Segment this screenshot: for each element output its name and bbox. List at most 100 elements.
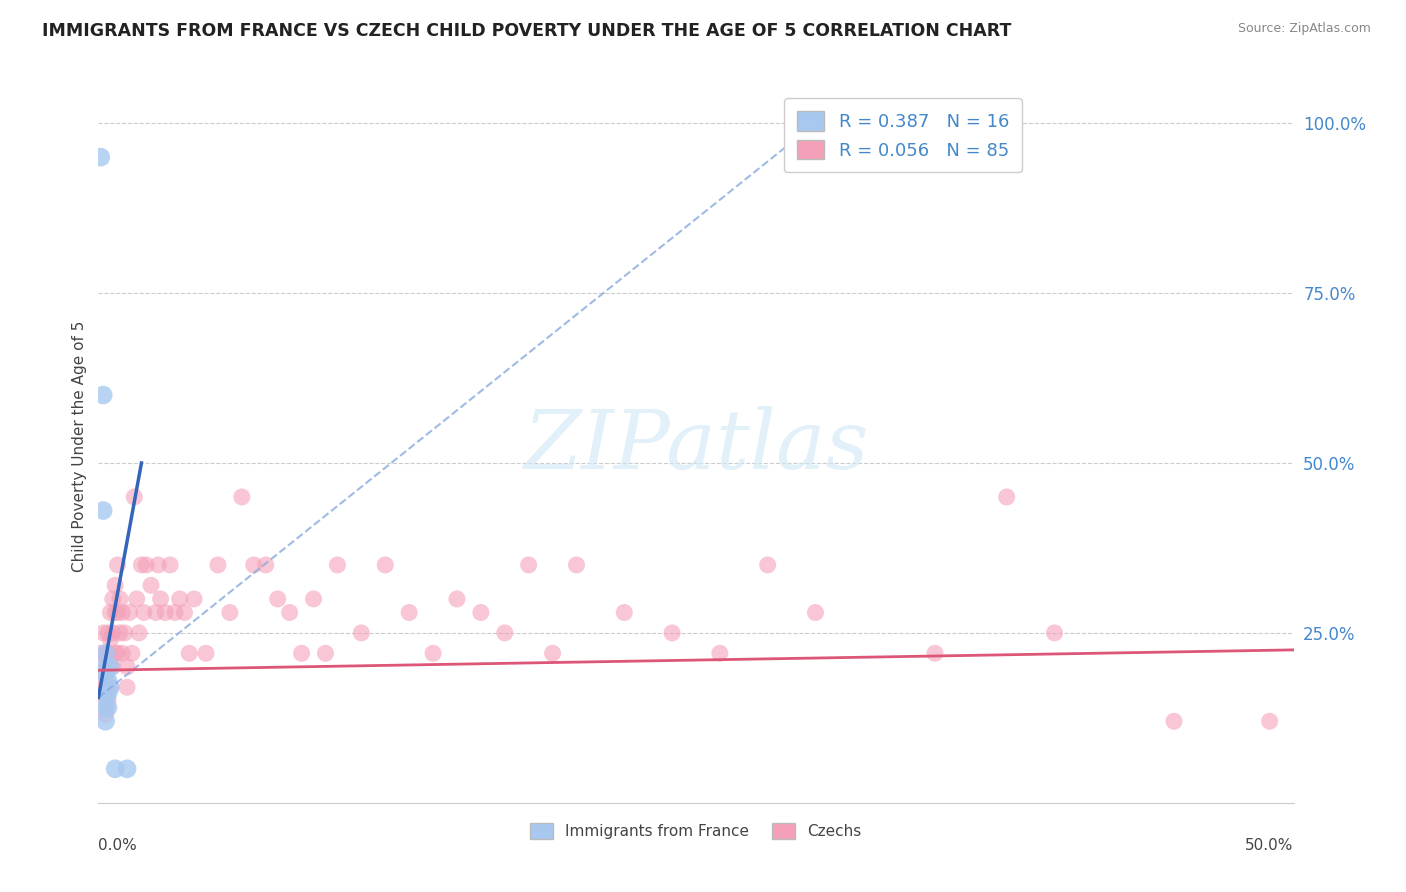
Point <box>91 660 114 674</box>
Point <box>422 646 444 660</box>
Point <box>159 558 181 572</box>
Point <box>173 606 195 620</box>
Legend: Immigrants from France, Czechs: Immigrants from France, Czechs <box>524 817 868 845</box>
Point <box>139 578 162 592</box>
Point <box>124 490 146 504</box>
Point <box>101 591 124 606</box>
Point <box>132 606 155 620</box>
Point <box>94 660 117 674</box>
Point <box>163 606 186 620</box>
Point <box>709 646 731 660</box>
Y-axis label: Child Poverty Under the Age of 5: Child Poverty Under the Age of 5 <box>72 320 87 572</box>
Point <box>231 490 253 504</box>
Point <box>107 606 129 620</box>
Point <box>94 666 117 681</box>
Point <box>101 626 124 640</box>
Point <box>565 558 588 572</box>
Point <box>1258 714 1281 729</box>
Point <box>350 626 373 640</box>
Point <box>91 673 114 688</box>
Point <box>125 591 148 606</box>
Text: IMMIGRANTS FROM FRANCE VS CZECH CHILD POVERTY UNDER THE AGE OF 5 CORRELATION CHA: IMMIGRANTS FROM FRANCE VS CZECH CHILD PO… <box>42 22 1011 40</box>
Point <box>267 591 290 606</box>
Point <box>98 606 122 620</box>
Point <box>94 680 117 694</box>
Point <box>148 558 170 572</box>
Point <box>104 762 127 776</box>
Point <box>398 606 420 620</box>
Point <box>149 591 172 606</box>
Point <box>243 558 266 572</box>
Point <box>108 626 131 640</box>
Text: 0.0%: 0.0% <box>98 838 138 854</box>
Point <box>470 606 492 620</box>
Point <box>98 680 122 694</box>
Point <box>169 591 191 606</box>
Point <box>107 646 129 660</box>
Point <box>108 591 131 606</box>
Point <box>94 646 117 660</box>
Point <box>97 646 120 660</box>
Point <box>94 687 117 701</box>
Point <box>661 626 683 640</box>
Point <box>91 503 114 517</box>
Point <box>446 591 468 606</box>
Point <box>118 606 141 620</box>
Point <box>114 626 136 640</box>
Point <box>104 646 127 660</box>
Point <box>94 646 117 660</box>
Point <box>179 646 201 660</box>
Point <box>145 606 167 620</box>
Text: 50.0%: 50.0% <box>1246 838 1294 854</box>
Point <box>98 660 122 674</box>
Point <box>97 660 120 674</box>
Point <box>254 558 277 572</box>
Point <box>91 388 114 402</box>
Point <box>1043 626 1066 640</box>
Point <box>183 591 205 606</box>
Point <box>121 646 143 660</box>
Point <box>155 606 177 620</box>
Point <box>756 558 779 572</box>
Point <box>97 673 120 688</box>
Point <box>98 632 122 647</box>
Point <box>278 606 301 620</box>
Point <box>91 626 114 640</box>
Point <box>219 606 242 620</box>
Point <box>101 660 124 674</box>
Point <box>374 558 396 572</box>
Point <box>94 714 117 729</box>
Point <box>111 606 134 620</box>
Point <box>517 558 540 572</box>
Point <box>291 646 314 660</box>
Point <box>326 558 349 572</box>
Point <box>98 680 122 694</box>
Point <box>111 646 134 660</box>
Point <box>207 558 229 572</box>
Point <box>924 646 946 660</box>
Point <box>804 606 827 620</box>
Point <box>97 680 120 694</box>
Point <box>104 578 127 592</box>
Point <box>94 666 117 681</box>
Point <box>115 680 138 694</box>
Point <box>94 707 117 722</box>
Point <box>302 591 325 606</box>
Point <box>541 646 564 660</box>
Point <box>115 660 138 674</box>
Point <box>315 646 337 660</box>
Point <box>97 687 120 701</box>
Point <box>98 660 122 674</box>
Point <box>104 606 127 620</box>
Point <box>97 700 120 714</box>
Point <box>995 490 1018 504</box>
Point <box>90 646 112 660</box>
Point <box>195 646 218 660</box>
Point <box>97 694 120 708</box>
Point <box>94 700 117 714</box>
Point <box>131 558 153 572</box>
Text: Source: ZipAtlas.com: Source: ZipAtlas.com <box>1237 22 1371 36</box>
Point <box>97 626 120 640</box>
Point <box>494 626 516 640</box>
Point <box>128 626 150 640</box>
